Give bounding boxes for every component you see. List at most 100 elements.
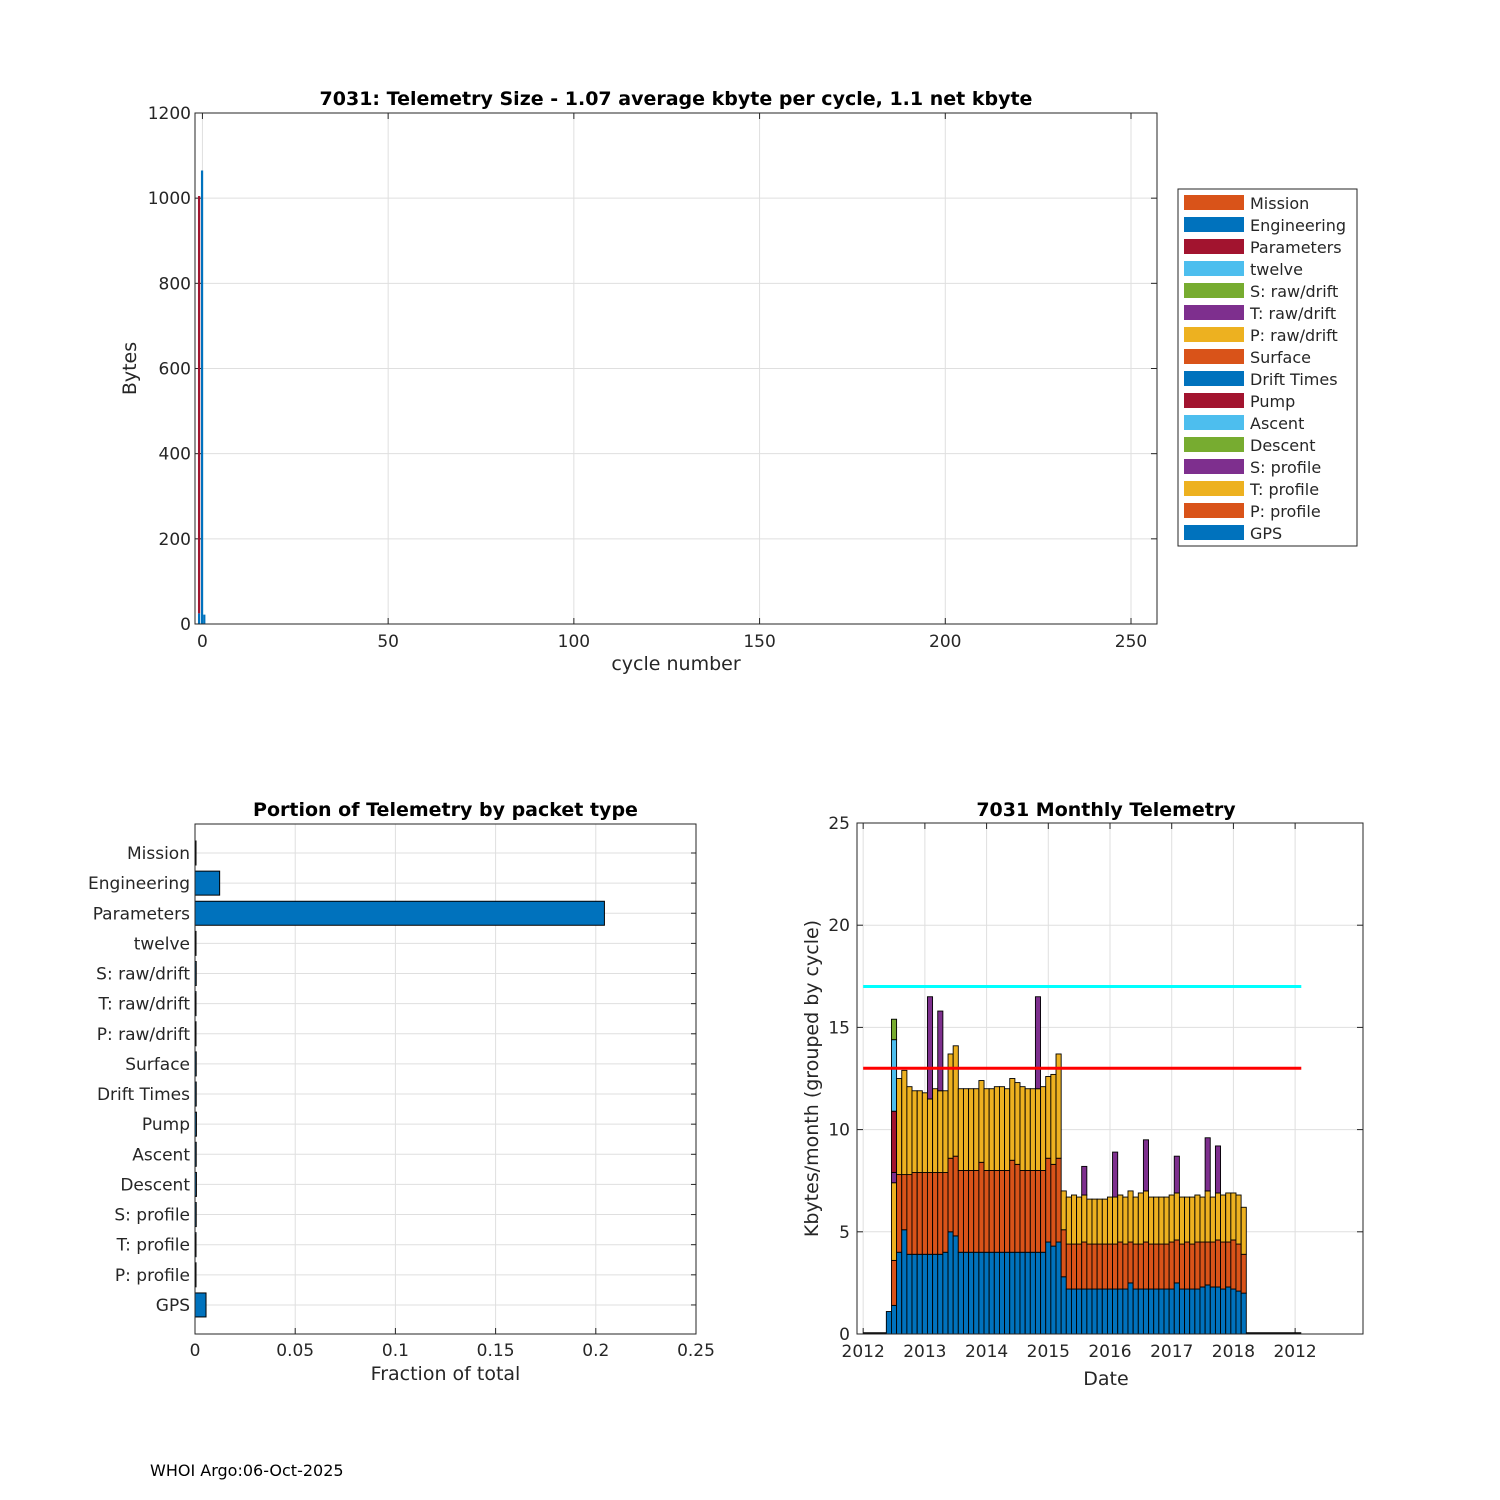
- month-bar-mission: [1065, 1243, 1072, 1290]
- category-label: Surface: [125, 1055, 190, 1075]
- category-label: Drift Times: [97, 1085, 190, 1105]
- month-bar-engineering: [1009, 1251, 1016, 1335]
- month-bar-p_raw: [1158, 1196, 1165, 1245]
- x-tick-label: 2018: [1212, 1342, 1255, 1362]
- month-bar-mission: [1086, 1243, 1093, 1290]
- month-bar-engineering: [901, 1229, 908, 1335]
- month-bar-p_raw: [1230, 1192, 1237, 1241]
- month-bar-engineering: [1189, 1288, 1196, 1335]
- month-bar-engineering: [1235, 1290, 1242, 1335]
- month-bar-p_raw: [973, 1088, 980, 1171]
- category-label: Pump: [142, 1115, 190, 1135]
- month-bar-p_raw: [983, 1088, 990, 1171]
- month-bar-p_raw: [1153, 1196, 1160, 1245]
- month-bar-engineering: [911, 1253, 918, 1335]
- month-bar-p_raw: [926, 1098, 934, 1173]
- month-bar-mission: [921, 1172, 928, 1255]
- x-tick-label: 50: [377, 632, 399, 652]
- month-bar-engineering: [968, 1251, 975, 1335]
- month-bar-mission: [1014, 1163, 1021, 1253]
- month-bar-p_raw: [1184, 1196, 1191, 1243]
- month-bar-engineering: [957, 1251, 964, 1335]
- month-bar-p_raw: [1009, 1078, 1016, 1161]
- legend-entry: Descent: [1250, 436, 1316, 455]
- legend-entry: GPS: [1250, 524, 1282, 543]
- month-bar-mission: [1009, 1159, 1016, 1253]
- month-bar-mission: [926, 1172, 934, 1255]
- legend-entry: S: raw/drift: [1250, 282, 1338, 301]
- monthly-telemetry-chart: 2012 2013 2014 2015 2016 2017 2018 201205101520…: [801, 799, 1364, 1390]
- legend-swatch: [1184, 283, 1244, 298]
- month-bar-mission: [932, 1172, 939, 1255]
- legend-swatch: [1184, 525, 1244, 540]
- month-bar-mission: [968, 1170, 975, 1253]
- month-bar-mission: [1071, 1243, 1078, 1290]
- month-bar-engineering: [1153, 1288, 1160, 1335]
- month-bar-mission: [1019, 1170, 1026, 1253]
- month-bar-mission: [1184, 1241, 1191, 1290]
- month-bar-p_raw: [916, 1090, 923, 1173]
- month-bar-mission: [1076, 1243, 1083, 1290]
- month-bar-engineering: [1096, 1288, 1103, 1335]
- month-bar-p_raw: [1091, 1198, 1098, 1245]
- legend-swatch: [1184, 261, 1244, 276]
- legend-swatch: [1184, 239, 1244, 254]
- month-bar-mission: [1142, 1241, 1149, 1290]
- legend-entry: twelve: [1250, 260, 1303, 279]
- month-bar-engineering: [1065, 1288, 1072, 1335]
- month-bar-mission: [906, 1174, 913, 1255]
- category-label: Descent: [120, 1175, 190, 1195]
- x-axis-label: Fraction of total: [371, 1363, 521, 1385]
- month-bar-mission: [942, 1172, 949, 1253]
- legend-entry: Ascent: [1250, 414, 1304, 433]
- bar-segment-engineering: [200, 170, 204, 625]
- month-bar-mission: [998, 1170, 1006, 1253]
- x-tick-label: 0: [190, 1341, 201, 1361]
- month-bar-engineering: [1168, 1288, 1175, 1335]
- month-bar-engineering: [1194, 1288, 1201, 1335]
- legend-swatch: [1184, 349, 1244, 364]
- month-bar-engineering: [1142, 1288, 1149, 1335]
- y-axis-label: Kbytes/month (grouped by cycle): [801, 920, 823, 1237]
- month-bar-p_raw: [1225, 1192, 1232, 1243]
- legend-swatch: [1184, 327, 1244, 342]
- month-bar-parameters: [891, 1110, 898, 1173]
- x-tick-label: 2012: [1273, 1342, 1316, 1362]
- month-bar-mission: [1230, 1239, 1237, 1290]
- category-label: Ascent: [132, 1145, 190, 1165]
- month-bar-engineering: [983, 1251, 990, 1335]
- month-bar-mission: [952, 1155, 959, 1237]
- x-tick-label: 0.1: [382, 1341, 409, 1361]
- y-tick-label: 10: [828, 1121, 850, 1141]
- month-bar-p_raw: [988, 1088, 995, 1171]
- month-bar-engineering: [1117, 1288, 1124, 1335]
- month-bar-mission: [1106, 1243, 1114, 1290]
- legend-entry: Parameters: [1250, 238, 1342, 257]
- month-bar-mission: [1024, 1170, 1031, 1253]
- month-bar-engineering: [1148, 1288, 1155, 1335]
- month-bar-p_raw: [957, 1088, 964, 1171]
- month-bar-p_raw: [1194, 1194, 1201, 1243]
- month-bar-mission: [1225, 1241, 1232, 1288]
- legend-entry: Pump: [1250, 392, 1295, 411]
- month-bar-engineering: [1081, 1288, 1088, 1335]
- month-bar-engineering: [1220, 1288, 1227, 1335]
- month-bar-p_raw: [1199, 1196, 1206, 1243]
- month-bar-engineering: [1029, 1251, 1036, 1335]
- month-bar-engineering: [1071, 1288, 1078, 1335]
- month-bar-engineering: [1055, 1241, 1062, 1335]
- bar-segment-gps: [203, 614, 206, 624]
- month-bar-engineering: [1240, 1292, 1247, 1335]
- month-bar-p_raw: [1055, 1053, 1062, 1159]
- month-bar-engineering: [1019, 1251, 1026, 1335]
- month-bar-p_raw: [1081, 1194, 1088, 1243]
- month-bar-engineering: [1199, 1286, 1206, 1335]
- legend-swatch: [1184, 195, 1244, 210]
- month-bar-mission: [1235, 1243, 1242, 1292]
- month-bar-engineering: [963, 1251, 970, 1335]
- x-tick-label: 2017: [1150, 1342, 1193, 1362]
- month-bar-t_raw: [1142, 1139, 1149, 1192]
- axes-box: [856, 822, 1364, 1335]
- x-tick-label: 2015: [1027, 1342, 1070, 1362]
- month-bar-mission: [1168, 1241, 1175, 1290]
